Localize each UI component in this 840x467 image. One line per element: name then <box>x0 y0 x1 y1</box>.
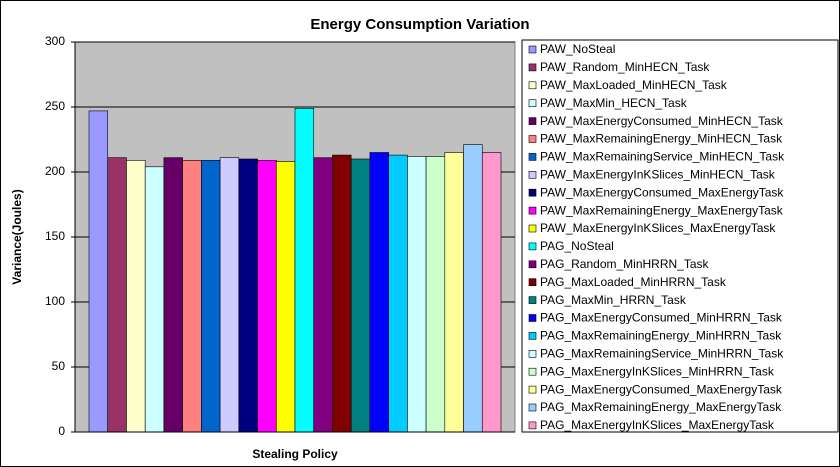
legend-label: PAW_MaxEnergyConsumed_MinHECN_Task <box>540 114 784 128</box>
legend-swatch <box>528 242 537 251</box>
bar <box>201 160 221 433</box>
legend-label: PAG_MaxEnergyInKSlices_MaxEnergyTask <box>540 418 775 432</box>
legend-label: PAW_MaxRemainingEnergy_MinHECN_Task <box>540 132 783 146</box>
bar <box>332 154 352 433</box>
legend-swatch <box>528 153 537 161</box>
legend-swatch <box>528 63 537 72</box>
legend-label: PAG_MaxMin_HRRN_Task <box>540 293 687 307</box>
legend-label: PAG_MaxLoaded_MinHRRN_Task <box>540 275 727 289</box>
y-axis-label: Variance(Joules) <box>10 189 24 284</box>
legend-swatch <box>528 45 537 54</box>
legend-label: PAG_NoSteal <box>540 239 614 253</box>
legend-swatch <box>528 403 537 412</box>
bar <box>350 158 371 433</box>
bar <box>463 144 483 433</box>
legend-label: PAW_MaxEnergyConsumed_MaxEnergyTask <box>540 185 784 199</box>
legend-swatch <box>528 296 537 304</box>
y-tick-label: 0 <box>58 424 65 438</box>
bar <box>107 157 127 433</box>
legend-label: PAW_MaxRemainingEnergy_MaxEnergyTask <box>540 203 784 217</box>
legend-label: PAW_NoSteal <box>540 42 615 56</box>
legend-label: PAW_MaxEnergyInKSlices_MaxEnergyTask <box>540 221 776 235</box>
legend-swatch <box>528 314 537 322</box>
legend-swatch <box>528 117 537 125</box>
legend-label: PAG_MaxRemainingEnergy_MaxEnergyTask <box>540 400 782 414</box>
bar <box>407 156 427 433</box>
legend-label: PAG_MaxEnergyInKSlices_MinHRRN_Task <box>540 364 775 378</box>
bar <box>294 108 315 433</box>
legend-swatch <box>528 135 537 143</box>
y-tick-label: 200 <box>45 164 65 178</box>
y-tick-label: 150 <box>45 229 65 243</box>
legend-label: PAG_MaxEnergyConsumed_MaxEnergyTask <box>540 382 783 396</box>
bar <box>163 157 183 433</box>
bar <box>88 110 109 433</box>
legend-swatch <box>528 99 537 107</box>
legend-swatch <box>528 224 537 233</box>
legend-label: PAW_MaxMin_HECN_Task <box>540 96 688 110</box>
bar <box>257 160 277 433</box>
legend-label: PAW_Random_MinHECN_Task <box>540 60 710 74</box>
bar <box>182 160 202 433</box>
bar <box>275 161 296 433</box>
bar <box>126 160 146 433</box>
bar <box>313 157 333 433</box>
legend-swatch <box>528 332 537 340</box>
legend-swatch <box>528 260 537 269</box>
bar <box>144 166 165 433</box>
legend-label: PAG_Random_MinHRRN_Task <box>540 257 710 271</box>
legend-label: PAW_MaxRemainingService_MinHECN_Task <box>540 150 785 164</box>
y-tick-label: 50 <box>52 359 66 373</box>
legend-swatch <box>528 81 537 90</box>
bar <box>238 158 258 433</box>
y-tick-label: 300 <box>45 34 65 48</box>
bar <box>444 152 464 433</box>
legend-swatch <box>528 188 537 197</box>
legend-label: PAG_MaxEnergyConsumed_MinHRRN_Task <box>540 311 783 325</box>
chart-title: Energy Consumption Variation <box>310 16 529 33</box>
legend-swatch <box>528 278 537 287</box>
bar <box>481 152 502 433</box>
bar <box>369 152 389 433</box>
bar <box>219 157 240 433</box>
legend-label: PAG_MaxRemainingService_MinHRRN_Task <box>540 346 784 360</box>
legend-swatch <box>528 367 537 376</box>
legend-swatch <box>528 385 537 394</box>
legend-swatch <box>528 349 537 358</box>
bar <box>425 156 446 433</box>
legend-swatch <box>528 421 537 430</box>
legend-swatch <box>528 171 537 179</box>
x-axis-label: Stealing Policy <box>252 447 338 461</box>
legend-label: PAG_MaxRemainingEnergy_MinHRRN_Task <box>540 329 782 343</box>
bar <box>388 154 408 433</box>
legend-label: PAW_MaxEnergyInKSlices_MinHECN_Task <box>540 167 776 181</box>
legend-swatch <box>528 206 537 215</box>
y-tick-label: 100 <box>45 294 65 308</box>
y-tick-label: 250 <box>45 99 65 113</box>
legend-label: PAW_MaxLoaded_MinHECN_Task <box>540 78 728 92</box>
legend <box>521 39 839 433</box>
